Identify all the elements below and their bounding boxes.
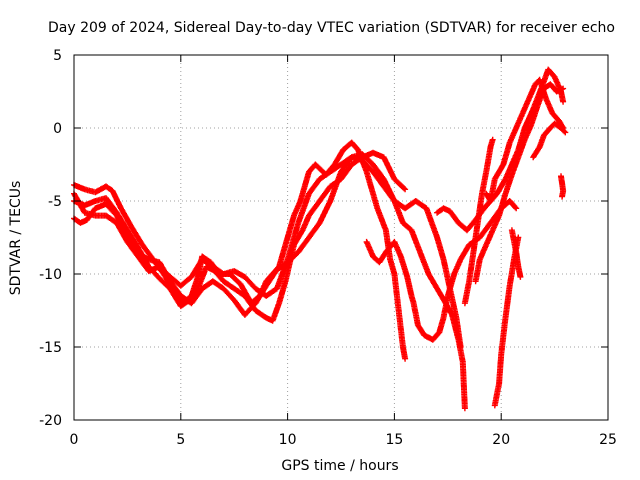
y-axis-label: SDTVAR / TECUs	[8, 181, 24, 296]
x-tick-label: 15	[385, 432, 403, 448]
data-point-markers	[461, 136, 496, 307]
data-point-markers	[71, 139, 409, 362]
series-arc-13	[558, 173, 567, 200]
series-arc-12	[530, 120, 569, 161]
series-arc-8	[483, 76, 567, 204]
y-tick-label: -10	[39, 267, 62, 283]
y-tick-label: 5	[53, 48, 62, 64]
x-tick-label: 20	[492, 432, 510, 448]
y-tick-label: -15	[39, 340, 62, 356]
series-arc-7	[472, 81, 567, 285]
axis-ticks: 0 5 10 15 20 25 -20 -15 -10 -5 0 5	[39, 48, 617, 448]
grid	[74, 55, 608, 420]
series-arc-1	[71, 139, 409, 362]
series-arc-11	[491, 234, 522, 409]
x-tick-label: 10	[279, 432, 297, 448]
data-point-markers	[530, 120, 569, 161]
y-tick-label: -5	[48, 194, 62, 210]
x-tick-label: 25	[599, 432, 617, 448]
data-point-markers	[363, 198, 520, 343]
y-tick-label: 0	[53, 121, 62, 137]
data-series	[71, 66, 569, 412]
x-tick-label: 5	[176, 432, 185, 448]
series-arc-9	[461, 136, 496, 307]
data-point-markers	[483, 76, 567, 204]
plot-frame	[73, 54, 609, 421]
chart-title: Day 209 of 2024, Sidereal Day-to-day VTE…	[48, 20, 615, 36]
x-tick-label: 0	[70, 432, 79, 448]
data-point-markers	[491, 234, 522, 409]
data-point-markers	[558, 173, 567, 200]
x-axis-label: GPS time / hours	[281, 458, 398, 474]
series-arc-5	[363, 198, 520, 343]
y-tick-label: -20	[39, 413, 62, 429]
data-point-markers	[472, 81, 567, 285]
